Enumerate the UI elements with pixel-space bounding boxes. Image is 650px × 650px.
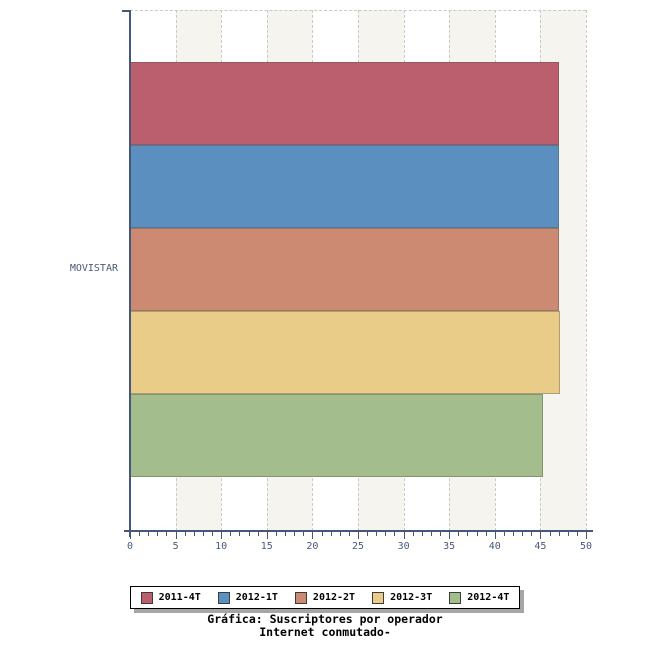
legend-label: 2012-2T	[312, 592, 356, 603]
x-minor-tick	[348, 532, 350, 536]
x-minor-tick	[148, 532, 150, 536]
chart-caption: Gráfica: Suscriptores por operador Inter…	[0, 613, 650, 639]
x-minor-tick	[193, 532, 195, 536]
x-minor-tick	[394, 532, 396, 536]
legend-item-2012-2t: 2012-2T	[294, 591, 356, 604]
x-minor-tick	[531, 532, 533, 536]
x-major-tick	[586, 532, 587, 539]
x-minor-tick	[576, 532, 578, 536]
x-tick-label: 20	[306, 541, 319, 552]
x-major-tick	[449, 532, 451, 539]
x-minor-tick	[513, 532, 515, 536]
x-major-tick	[221, 532, 223, 539]
x-minor-tick	[303, 532, 305, 536]
x-minor-tick	[549, 532, 551, 536]
x-minor-tick	[294, 532, 296, 536]
x-minor-tick	[385, 532, 387, 536]
legend-item-2012-1t: 2012-1T	[217, 591, 278, 604]
plot-top-border	[130, 10, 586, 11]
legend-label: 2011-4T	[158, 592, 201, 603]
x-minor-tick	[166, 532, 168, 536]
x-tick-label: 45	[534, 541, 547, 552]
y-axis	[122, 10, 131, 537]
x-tick-label: 0	[126, 541, 134, 552]
x-tick-label: 10	[215, 541, 228, 552]
x-tick-label: 15	[260, 541, 273, 552]
x-tick-label: 40	[488, 541, 501, 552]
bar-2012-3t	[130, 311, 561, 394]
x-minor-tick	[321, 532, 323, 536]
x-minor-tick	[248, 532, 250, 536]
x-major-tick	[312, 532, 314, 539]
x-minor-tick	[157, 532, 159, 536]
x-major-tick	[175, 532, 177, 539]
x-major-tick	[358, 532, 359, 539]
x-minor-tick	[285, 532, 287, 536]
x-major-tick	[266, 532, 268, 539]
x-minor-tick	[212, 532, 214, 536]
x-minor-tick	[139, 532, 141, 536]
category-label-movistar: MOVISTAR	[69, 263, 118, 274]
x-tick-label: 5	[172, 541, 179, 552]
x-minor-tick	[503, 532, 505, 536]
x-major-tick	[494, 532, 496, 539]
x-minor-tick	[430, 532, 432, 536]
legend-label: 2012-3T	[390, 592, 433, 603]
legend-swatch-2012-3t	[372, 591, 385, 604]
x-tick-label: 35	[443, 541, 456, 552]
x-minor-tick	[257, 532, 259, 536]
major-gridline	[586, 10, 587, 531]
x-minor-tick	[558, 532, 560, 536]
chart-subtitle: Internet conmutado-	[259, 625, 391, 639]
legend-item-2012-4t: 2012-4T	[449, 591, 509, 604]
x-minor-tick	[376, 532, 378, 536]
x-major-tick	[540, 532, 542, 539]
chart-title: Gráfica: Suscriptores por operador	[207, 612, 443, 626]
legend: 2011-4T 2012-1T 2012-2T 2012-3T 2012-4T	[129, 586, 521, 609]
x-minor-tick	[339, 532, 341, 536]
legend-swatch-2012-1t	[217, 591, 230, 604]
bar-2012-2t	[130, 228, 559, 311]
legend-swatch-2012-4t	[449, 591, 462, 604]
bar-2012-4t	[130, 394, 544, 477]
legend-item-2011-4t: 2011-4T	[140, 591, 201, 604]
x-axis	[124, 530, 593, 532]
legend-label: 2012-4T	[467, 592, 510, 603]
x-minor-tick	[440, 532, 442, 536]
x-minor-tick	[421, 532, 423, 536]
x-minor-tick	[467, 532, 469, 536]
x-minor-tick	[230, 532, 232, 536]
y-axis-top-tick	[122, 10, 129, 12]
x-minor-tick	[476, 532, 478, 536]
x-minor-tick	[367, 532, 369, 536]
legend-swatch-2011-4t	[140, 591, 153, 604]
legend-row: 2011-4T 2012-1T 2012-2T 2012-3T 2012-4T	[0, 586, 650, 609]
x-minor-tick	[275, 532, 277, 536]
x-minor-tick	[522, 532, 524, 536]
x-minor-tick	[239, 532, 241, 536]
x-major-tick	[130, 532, 131, 539]
x-minor-tick	[485, 532, 487, 536]
x-major-tick	[403, 532, 405, 539]
x-minor-tick	[330, 532, 332, 536]
x-minor-tick	[202, 532, 204, 536]
legend-swatch-2012-2t	[294, 591, 307, 604]
bar-2011-4t	[130, 62, 559, 145]
plot-area	[130, 10, 587, 531]
x-minor-tick	[184, 532, 186, 536]
x-minor-tick	[567, 532, 569, 536]
x-tick-label: 30	[397, 541, 410, 552]
bar-2012-1t	[130, 145, 559, 228]
x-minor-tick	[412, 532, 414, 536]
x-tick-label: 50	[579, 541, 593, 552]
legend-label: 2012-1T	[235, 592, 278, 603]
x-minor-tick	[458, 532, 460, 536]
x-tick-label: 25	[351, 541, 365, 552]
legend-item-2012-3t: 2012-3T	[372, 591, 432, 604]
